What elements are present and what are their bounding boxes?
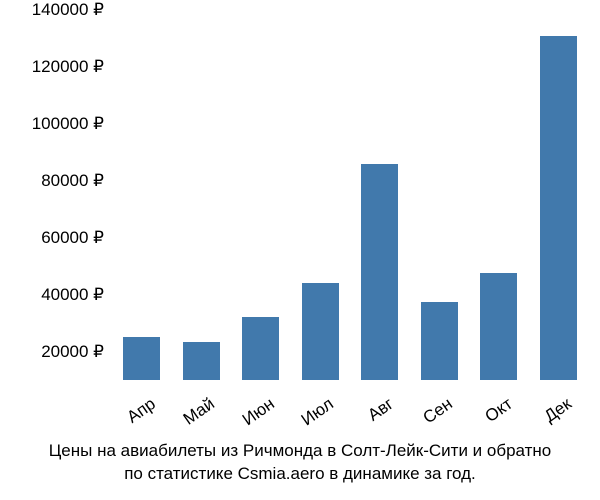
y-tick-label: 40000 ₽ [41,285,104,305]
y-tick-label: 120000 ₽ [32,57,104,77]
price-chart: 20000 ₽ 40000 ₽ 60000 ₽ 80000 ₽ 100000 ₽ 1200… [0,0,600,500]
x-tick-label: Май [180,394,219,429]
x-tick-label: Апр [123,394,159,428]
bar [302,283,339,380]
bar [421,302,458,380]
bar [540,36,577,380]
y-tick-label: 80000 ₽ [41,171,104,191]
x-tick-label: Авг [364,394,397,426]
x-tick-label: Июл [298,394,338,430]
x-tick-label: Окт [481,394,516,427]
bar [123,337,160,380]
plot-area [112,10,588,380]
bar [361,164,398,380]
y-tick-label: 140000 ₽ [32,0,104,20]
caption-line-2: по статистике Csmia.aero в динамике за г… [124,464,476,483]
y-axis: 20000 ₽ 40000 ₽ 60000 ₽ 80000 ₽ 100000 ₽ 1200… [0,10,104,380]
x-tick-label: Дек [541,394,576,427]
bar [183,342,220,380]
bar [242,317,279,380]
bar [480,273,517,380]
caption-line-1: Цены на авиабилеты из Ричмонда в Солт-Ле… [49,441,552,460]
y-tick-label: 20000 ₽ [41,342,104,362]
chart-caption: Цены на авиабилеты из Ричмонда в Солт-Ле… [0,440,600,486]
x-tick-label: Июн [239,394,279,430]
y-tick-label: 60000 ₽ [41,228,104,248]
y-tick-label: 100000 ₽ [32,114,104,134]
x-tick-label: Сен [420,394,457,428]
